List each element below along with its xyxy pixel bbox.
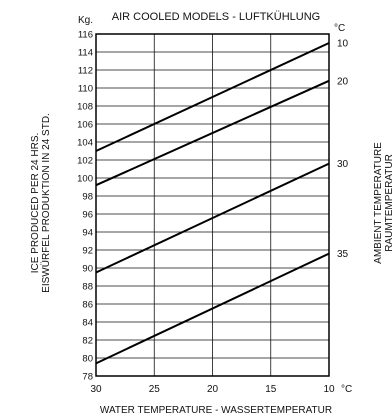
x-tick-label: 15 [265,384,277,395]
y-tick-label: 78 [82,372,93,383]
series-label-35: 35 [337,249,349,260]
x-axis-label: WATER TEMPERATURE - WASSERTEMPERATUR [100,405,332,416]
right-axis-label-line1: AMBIENT TEMPERATURE [373,142,384,264]
y-tick-label: 88 [82,282,93,293]
series-line-35 [95,252,330,365]
x-tick-label: 30 [90,384,102,395]
chart-title: AIR COOLED MODELS - LUFTKÜHLUNG [112,11,320,23]
y-tick-label: 96 [82,210,93,221]
y-tick-label: 98 [82,192,93,203]
series-unit-label: °C [334,23,345,34]
y-axis-label-line1: ICE PRODUCED PER 24 HRS. [30,133,41,274]
y-tick-label: 108 [77,102,93,113]
series-line-20 [95,79,330,187]
y-axis-label-line2: EISWÜRFEL PRODUKTION IN 24 STD. [40,113,52,293]
y-tick-label: 106 [77,120,93,131]
x-tick-label: 20 [207,384,219,395]
x-tick-label: 25 [149,384,161,395]
y-tick-label: 90 [82,264,93,275]
y-tick-label: 112 [78,66,93,77]
y-tick-label: 94 [82,228,93,239]
y-tick-label: 110 [78,84,93,95]
y-tick-label: 104 [77,138,93,149]
y-tick-label: 80 [82,354,93,365]
y-tick-label: 84 [82,318,93,329]
y-tick-label: 114 [78,48,93,59]
x-unit-label: °C [341,384,352,395]
y-tick-label: 86 [82,300,93,311]
series-line-30 [95,162,330,274]
series-label-10: 10 [337,39,349,50]
y-tick-label: 100 [77,174,93,185]
y-tick-label: 116 [78,30,93,41]
y-tick-label: 102 [77,156,93,167]
x-tick-label: 10 [323,384,335,395]
y-tick-label: 92 [82,246,93,257]
series-label-30: 30 [337,159,349,170]
series-line-10 [95,42,330,152]
y-unit-label: Kg. [78,15,93,26]
plot-frame [95,33,330,377]
y-tick-label: 82 [82,336,93,347]
right-axis-label-line2: RAUMTEMPERATUR [384,154,392,252]
series-label-20: 20 [337,76,349,87]
